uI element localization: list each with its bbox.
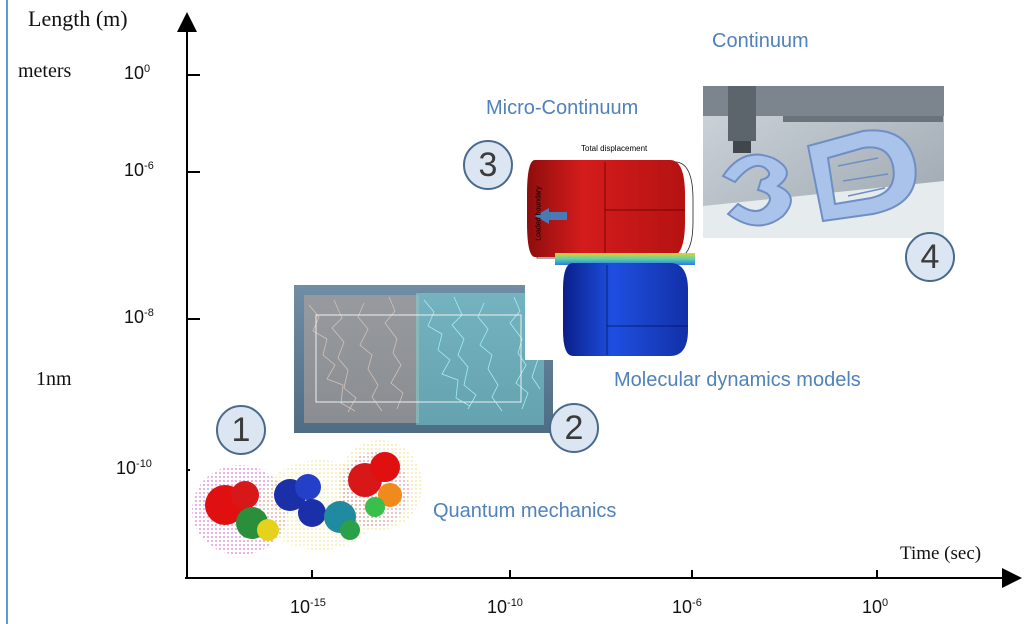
badge-1: 1	[216, 405, 266, 455]
badge-2: 2	[549, 403, 599, 453]
y-tick-label: 10-6	[124, 160, 154, 180]
y-tick-label: 10-8	[124, 307, 154, 327]
x-tick-label: 10-15	[290, 597, 326, 617]
3d-print-illustration	[703, 86, 944, 238]
y-axis-title: Length (m)	[28, 6, 128, 31]
fem-illustration	[527, 160, 695, 356]
y-side-label-nm: 1nm	[36, 368, 72, 390]
quantum-molecule-illustration	[192, 440, 422, 555]
badge-4: 4	[905, 232, 955, 282]
molecular-dynamics-image	[294, 285, 553, 433]
x-tick-label: 10-10	[487, 597, 523, 617]
quantum-molecule-image	[190, 435, 430, 565]
badge-3: 3	[463, 140, 513, 190]
page-frame-line	[6, 0, 8, 624]
x-tick-label: 100	[862, 597, 889, 617]
molecular-dynamics-illustration	[294, 285, 553, 433]
fem-displacement-image: Total displacement Loaded boundary	[525, 140, 705, 360]
y-tick-label: 10-10	[116, 458, 152, 478]
region-label-continuum: Continuum	[712, 30, 809, 52]
region-label-molecular-dynamics: Molecular dynamics models	[614, 369, 861, 391]
region-label-micro-continuum: Micro-Continuum	[486, 97, 639, 119]
fem-side-label: Loaded boundary	[535, 186, 543, 241]
x-tick-label: 10-6	[672, 597, 702, 617]
3d-print-photo	[703, 86, 944, 238]
fem-title: Total displacement	[581, 144, 648, 153]
region-label-quantum: Quantum mechanics	[433, 500, 617, 522]
y-tick-label: 100	[124, 63, 151, 83]
x-axis-title: Time (sec)	[900, 543, 982, 564]
y-side-label-meters: meters	[18, 60, 72, 82]
